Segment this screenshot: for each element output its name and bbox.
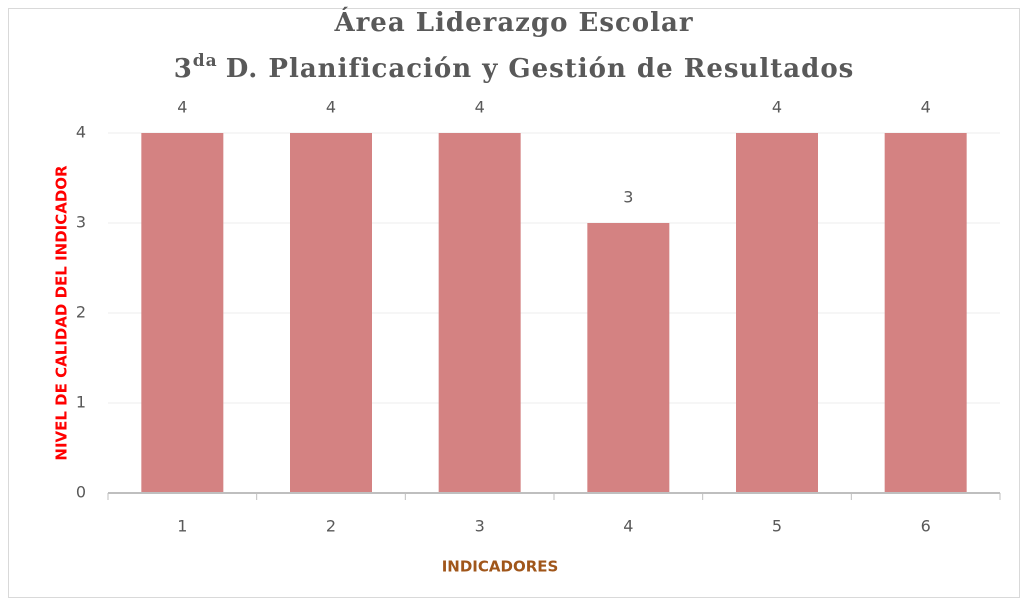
data-label: 4	[921, 98, 931, 117]
x-axis-label: INDICADORES	[442, 558, 559, 576]
y-tick-label: 2	[76, 303, 86, 322]
bar	[141, 133, 224, 493]
data-label: 4	[326, 98, 336, 117]
title-superscript: da	[193, 51, 218, 71]
data-label: 4	[475, 98, 485, 117]
y-tick-label: 1	[76, 393, 86, 412]
data-label: 4	[177, 98, 187, 117]
data-label: 3	[623, 188, 633, 207]
y-tick-label: 4	[76, 123, 86, 142]
bar	[884, 133, 967, 493]
x-tick-label: 5	[772, 517, 782, 536]
bar	[587, 223, 670, 493]
title-text: D. Planificación y Gestión de Resultados	[226, 54, 855, 84]
data-label: 4	[772, 98, 782, 117]
chart-title: Área Liderazgo Escolar	[333, 6, 693, 38]
x-tick-label: 4	[623, 517, 633, 536]
bar	[736, 133, 818, 493]
bar	[438, 133, 521, 493]
y-axis-label: NIVEL DE CALIDAD DEL INDICADOR	[53, 165, 71, 461]
y-tick-label: 0	[76, 483, 86, 502]
title-number: 3	[174, 54, 193, 84]
x-tick-label: 6	[921, 517, 931, 536]
x-tick-label: 1	[177, 517, 187, 536]
y-tick-label: 3	[76, 213, 86, 232]
chart-subtitle: 3da D. Planificación y Gestión de Resulta…	[174, 51, 855, 85]
x-tick-label: 3	[475, 517, 485, 536]
x-tick-label: 2	[326, 517, 336, 536]
bar	[290, 133, 372, 493]
